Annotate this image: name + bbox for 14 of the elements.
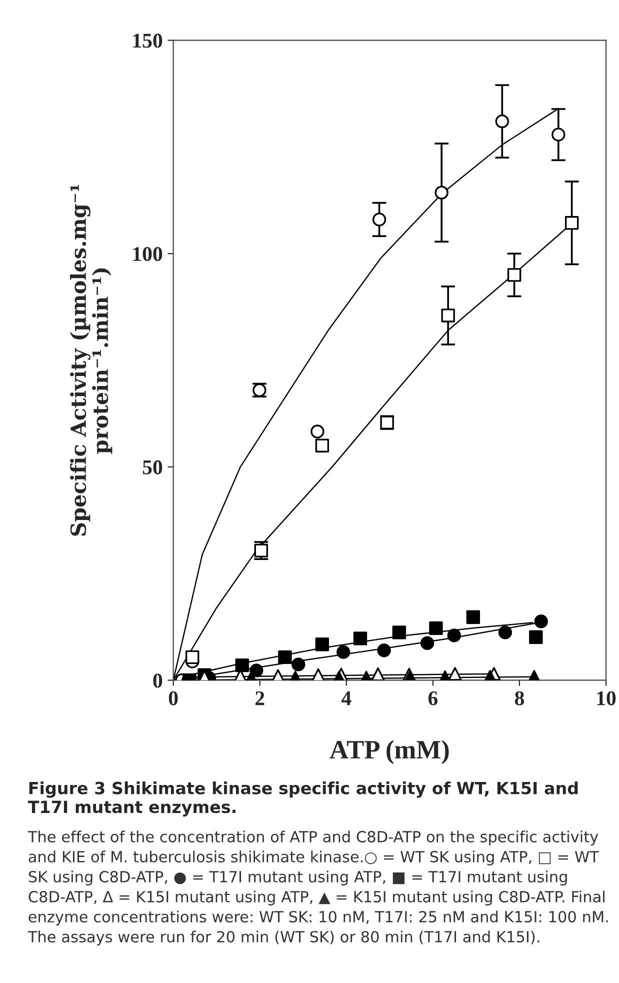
- y-tick-label: 150: [133, 34, 162, 48]
- x-tick-label: 10: [597, 691, 616, 706]
- y-axis-title: Specific Activity (µmoles.mg⁻¹ protein⁻¹.min⁻¹): [70, 184, 112, 536]
- y-tick-label: 0: [153, 674, 162, 688]
- x-tick-label: 4: [341, 691, 352, 706]
- x-axis-title: ATP (mM): [330, 740, 449, 764]
- x-tick-label: 0: [168, 691, 178, 706]
- x-tick-label: 2: [256, 691, 264, 706]
- y-tick-label: 100: [133, 246, 162, 262]
- text: The effect of the concentration of ATP and C8D-ATP on the specific activity and KIE of M. tuberculosis shikimate kinase.○ = WT SK using ATP, □ = WT SK using C8D-ATP, ● = T17I mutant using ATP, ■ = T17I mutant using C8D-ATP, Δ = K15I mutant using ATP, ▲ = K15I mutant using C8D-ATP. Final enzyme concentrations were: WT SK: 10 nM, T17I: 25 nM and K15I: 100 nM. The assays were run for 20 min (WT SK) or 80 min (T17I and K15I).: [28, 830, 608, 946]
- y-tick-label: 50: [142, 460, 162, 474]
- x-tick-label: 6: [428, 691, 438, 706]
- text: Figure 3 Shikimate kinase specific activity of WT, K15I and T17I mutant enzymes.: [28, 781, 578, 817]
- x-tick-label: 8: [514, 691, 524, 706]
